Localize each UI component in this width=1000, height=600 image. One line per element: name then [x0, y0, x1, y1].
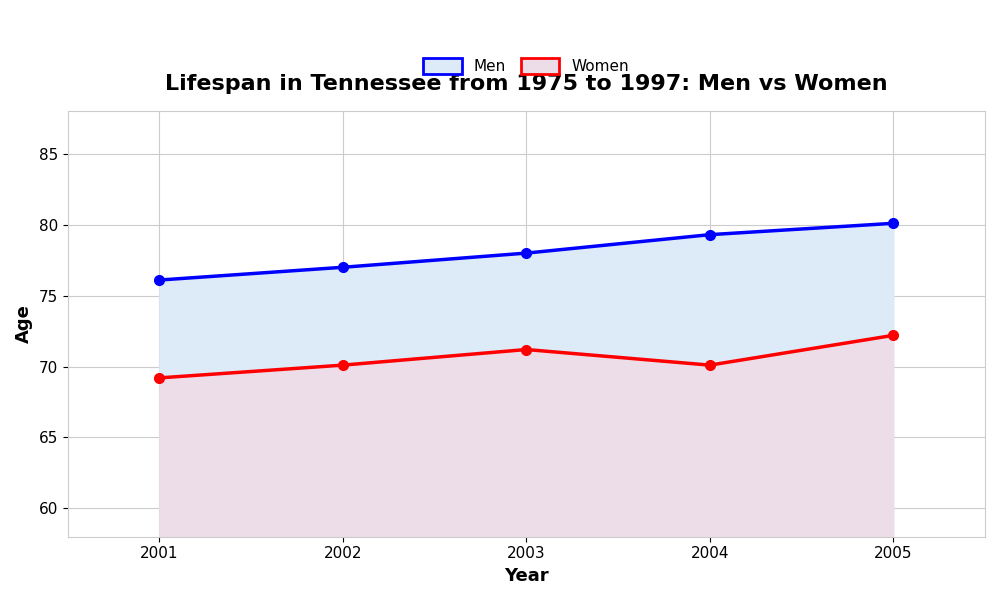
- Legend: Men, Women: Men, Women: [416, 51, 637, 82]
- Title: Lifespan in Tennessee from 1975 to 1997: Men vs Women: Lifespan in Tennessee from 1975 to 1997:…: [165, 74, 888, 94]
- Y-axis label: Age: Age: [15, 305, 33, 343]
- X-axis label: Year: Year: [504, 567, 549, 585]
